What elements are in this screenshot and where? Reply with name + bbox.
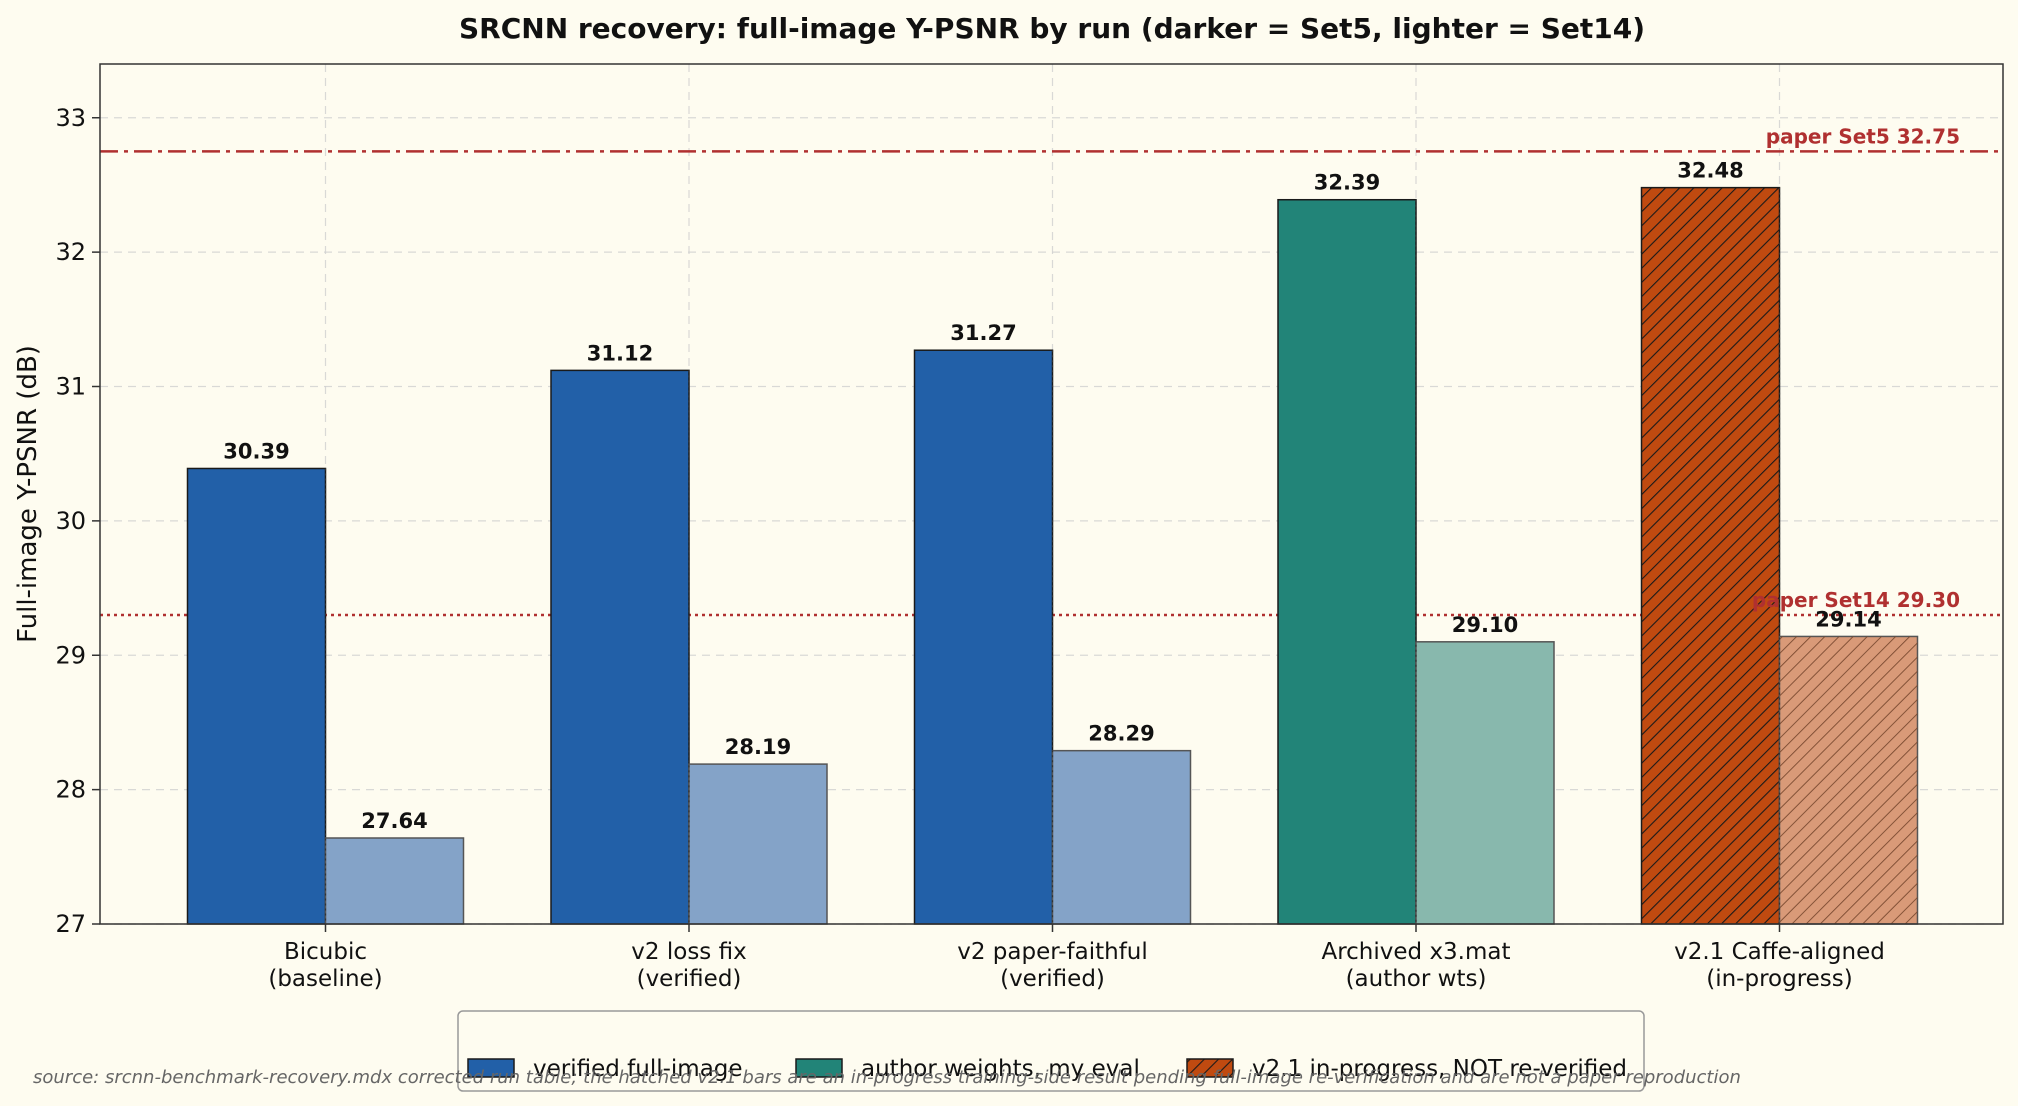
value-label: 28.19	[725, 735, 791, 759]
source-note: source: srcnn-benchmark-recovery.mdx cor…	[33, 1067, 1741, 1088]
value-label: 29.10	[1452, 613, 1518, 637]
value-labels: 30.39 31.12 31.27 32.39 32.48 27.64 28.19 28.29…	[223, 159, 1881, 833]
x-axis: Bicubic(baseline)v2 loss fix(verified)v2…	[268, 924, 1885, 992]
reference-labels: paper Set5 32.75 paper Set14 29.30	[1752, 124, 1960, 612]
bar-set5	[913, 349, 1054, 925]
legend-label: author weights, my eval	[861, 1056, 1140, 1082]
legend-swatch-hatch	[1187, 1059, 1233, 1077]
legend-label: verified full-image	[533, 1056, 743, 1082]
x-tick-sublabel: (in-progress)	[1706, 966, 1853, 992]
x-tick-sublabel: (verified)	[637, 966, 742, 992]
bar-hatch	[1779, 636, 1918, 924]
bar-set14	[1415, 641, 1555, 925]
bar-set14	[324, 837, 465, 925]
x-tick-label: v2 loss fix	[631, 939, 746, 965]
x-tick-label: Bicubic	[284, 939, 367, 965]
value-label: 29.14	[1815, 607, 1881, 631]
value-label: 28.29	[1088, 722, 1154, 746]
legend-label: v2.1 in-progress, NOT re-verified	[1252, 1056, 1627, 1082]
y-axis: 27 28 29 30 31 32 33	[55, 104, 100, 938]
bar-hatch	[1641, 187, 1780, 924]
x-tick-sublabel: (verified)	[1000, 966, 1105, 992]
x-tick-label: Archived x3.mat	[1321, 939, 1510, 965]
value-label: 32.48	[1677, 159, 1743, 183]
plot-frame	[99, 63, 2004, 925]
y-tick-label: 30	[55, 507, 86, 535]
legend-swatch	[795, 1058, 843, 1078]
legend-box	[457, 1010, 1645, 1092]
bar-set14	[1051, 749, 1192, 925]
value-label: 27.64	[361, 809, 427, 833]
bar-set5	[186, 467, 327, 925]
y-tick-label: 28	[55, 776, 86, 804]
y-tick-label: 33	[55, 104, 86, 132]
x-tick-label: v2 paper-faithful	[957, 939, 1148, 965]
value-label: 31.12	[587, 341, 653, 365]
bar-set14	[688, 763, 828, 925]
x-tick-sublabel: (author wts)	[1346, 966, 1487, 992]
bars	[186, 186, 1919, 925]
y-axis-label: Full-image Y-PSNR (dB)	[13, 345, 43, 643]
value-label: 32.39	[1314, 171, 1380, 195]
y-tick-label: 32	[55, 238, 86, 266]
value-label: 30.39	[223, 439, 289, 463]
y-tick-label: 31	[55, 373, 86, 401]
reference-label: paper Set14 29.30	[1752, 588, 1960, 612]
legend: verified full-image author weights, my ev…	[457, 1010, 1645, 1092]
y-tick-label: 29	[55, 641, 86, 669]
y-tick-label: 27	[55, 910, 86, 938]
chart-title: SRCNN recovery: full-image Y-PSNR by run…	[459, 12, 1645, 45]
bar-set5	[1277, 198, 1417, 925]
x-tick-label: v2.1 Caffe-aligned	[1674, 939, 1885, 965]
value-label: 31.27	[950, 321, 1016, 345]
reference-lines	[100, 150, 2003, 617]
x-tick-sublabel: (baseline)	[268, 966, 382, 992]
legend-swatch	[467, 1058, 515, 1078]
reference-label: paper Set5 32.75	[1766, 124, 1960, 148]
bar-set5	[550, 369, 690, 925]
